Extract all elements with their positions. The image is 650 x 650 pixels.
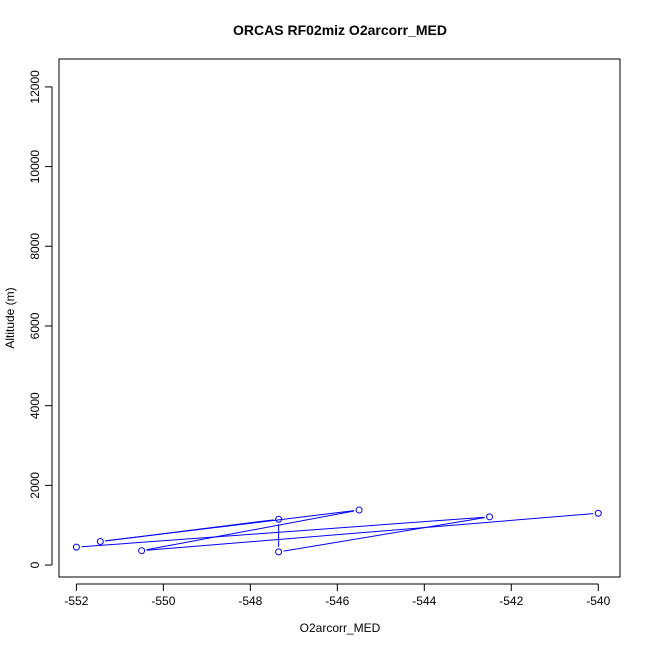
y-tick-label: 4000 <box>28 392 42 419</box>
y-tick-label: 10000 <box>28 150 42 184</box>
y-axis: 0 2000 4000 6000 8000 10000 12000 <box>28 70 53 568</box>
x-tick-label: -542 <box>499 594 523 608</box>
y-tick-label: 0 <box>28 561 42 568</box>
x-tick-label: -548 <box>238 594 262 608</box>
x-tick-label: -552 <box>64 594 88 608</box>
series-line-segment <box>146 510 355 551</box>
y-tick-label: 8000 <box>28 233 42 260</box>
series-line-segment <box>283 517 485 552</box>
data-point <box>138 547 146 555</box>
data-point <box>72 543 80 551</box>
data-point <box>96 538 104 546</box>
x-tick-label: -540 <box>586 594 610 608</box>
data-point <box>486 513 494 521</box>
y-tick-label: 12000 <box>28 70 42 104</box>
x-tick-label: -544 <box>412 594 436 608</box>
x-axis-label: O2arcorr_MED <box>300 621 381 635</box>
y-tick-label: 6000 <box>28 312 42 339</box>
series-line-segment <box>105 510 355 542</box>
data-point <box>594 509 602 517</box>
series-line-segment <box>146 513 594 551</box>
series-line-segment <box>81 516 485 548</box>
data-point <box>275 548 283 556</box>
data-point <box>355 506 363 514</box>
plot-frame <box>58 58 621 578</box>
x-axis: -552 -550 -548 -546 -544 -542 -540 <box>64 583 611 608</box>
x-tick-label: -546 <box>325 594 349 608</box>
x-tick-label: -550 <box>151 594 175 608</box>
y-tick-label: 2000 <box>28 472 42 499</box>
y-axis-label: Altitude (m) <box>3 287 17 348</box>
series-layer <box>72 506 602 556</box>
data-point <box>275 515 283 523</box>
chart-title: ORCAS RF02miz O2arcorr_MED <box>233 22 447 38</box>
